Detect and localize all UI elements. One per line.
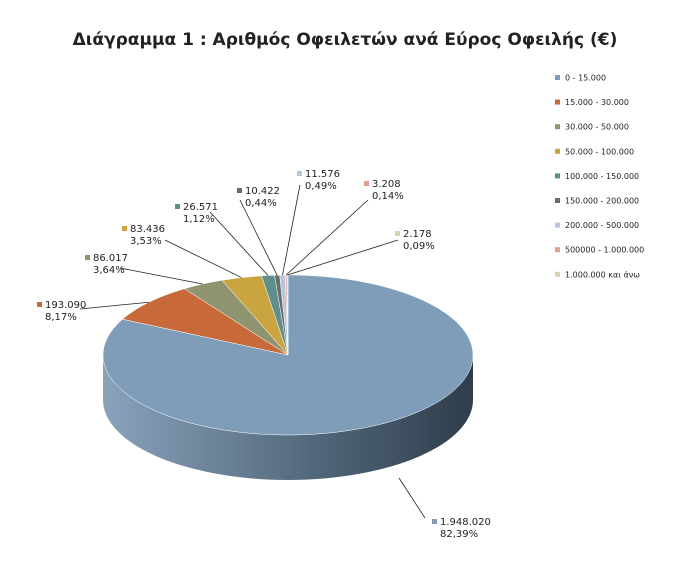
legend-label: 100.000 - 150.000 [565,172,639,181]
legend-swatch [555,271,560,277]
leader-line [398,477,426,519]
pie-side [103,355,473,480]
legend-swatch [555,124,560,130]
leader-line [282,184,301,276]
percent-label: 0,44% [245,198,277,209]
value-label: 2.178 [403,229,432,240]
leader-line [79,301,150,310]
legend-label: 150.000 - 200.000 [565,197,639,206]
legend-label: 500000 - 1.000.000 [565,246,644,255]
legend-swatch [555,148,560,154]
percent-label: 1,12% [183,214,215,225]
label-swatch [297,171,302,176]
percent-label: 3,53% [130,236,162,247]
legend-label: 0 - 15.000 [565,74,606,83]
value-label: 193.090 [45,300,86,311]
leader-line [285,199,369,276]
leader-line [119,267,203,285]
legend-swatch [555,247,560,253]
legend-label: 50.000 - 100.000 [565,147,634,156]
leader-line [209,211,269,276]
percent-label: 3,64% [93,265,125,276]
leader-line [239,199,278,276]
pie-slice [122,288,289,356]
label-swatch [37,302,42,307]
chart-title: Διάγραμμα 1 : Αριθμός Οφειλετών ανά Εύρο… [73,30,618,50]
legend-label: 30.000 - 50.000 [565,123,629,132]
label-swatch [395,231,400,236]
legend-label: 1.000.000 και άνω [565,270,640,279]
value-label: 83.436 [130,224,165,235]
value-label: 3.208 [372,179,401,190]
value-label: 1.948.020 [440,517,491,528]
percent-label: 8,17% [45,312,77,323]
label-swatch [432,519,437,524]
value-label: 86.017 [93,253,128,264]
legend-swatch [555,99,560,105]
legend-label: 15.000 - 30.000 [565,98,629,107]
value-label: 10.422 [245,186,280,197]
label-swatch [237,188,242,193]
leader-line [287,239,399,276]
legend-swatch [555,198,560,203]
value-label: 11.576 [305,169,340,180]
percent-label: 0,49% [305,181,337,192]
legend-swatch [555,173,560,179]
percent-label: 0,09% [403,241,435,252]
leader-line [164,239,242,278]
label-swatch [364,181,369,186]
percent-label: 0,14% [372,191,404,202]
label-swatch [85,255,90,260]
legend-swatch [555,222,560,228]
legend-label: 200.000 - 500.000 [565,221,639,230]
value-label: 26.571 [183,202,218,213]
label-swatch [175,204,180,209]
label-swatch [122,226,127,231]
legend-swatch [555,75,560,80]
percent-label: 82,39% [440,529,478,540]
